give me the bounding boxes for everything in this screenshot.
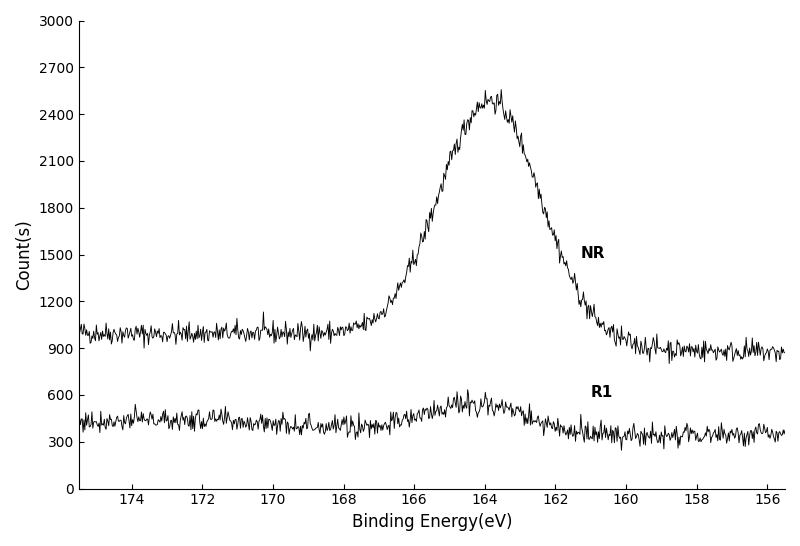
Y-axis label: Count(s): Count(s) [15,219,33,290]
X-axis label: Binding Energy(eV): Binding Energy(eV) [351,513,512,531]
Text: R1: R1 [590,384,613,400]
Text: NR: NR [580,246,605,260]
